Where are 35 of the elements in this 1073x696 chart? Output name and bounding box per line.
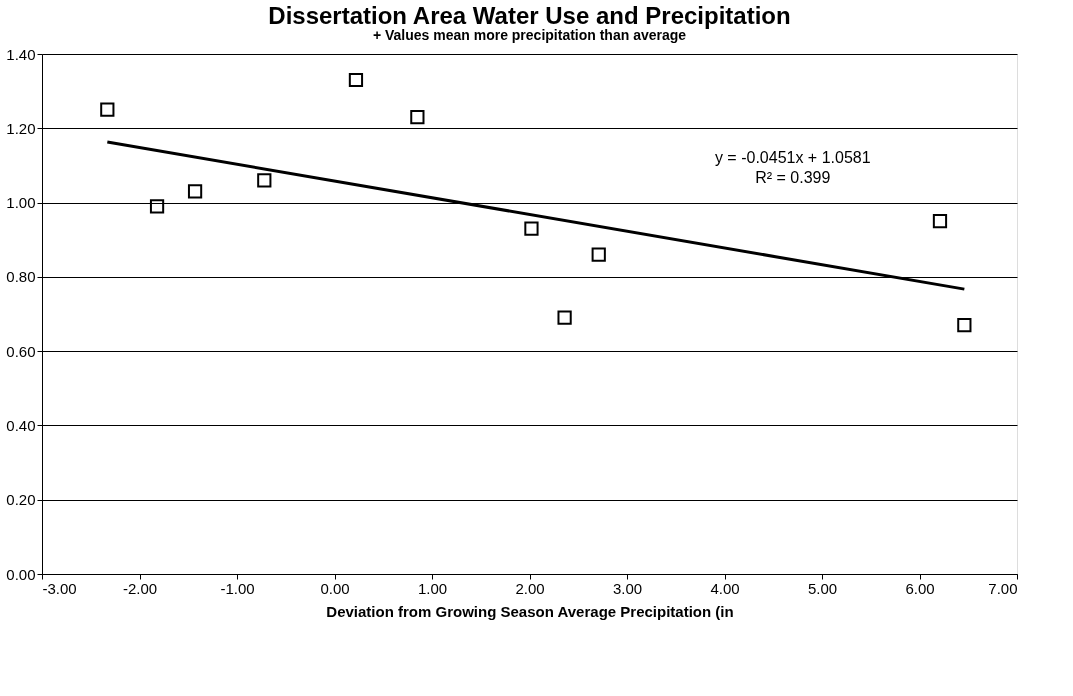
point: [932, 214, 948, 229]
x-tick-label: 6.00: [905, 579, 935, 597]
point: [187, 184, 203, 199]
point: [149, 199, 165, 214]
y-tick-label: 0.20: [6, 491, 36, 509]
y-tick-label: 0.80: [6, 268, 36, 286]
point: [524, 221, 539, 236]
point: [557, 310, 572, 325]
point: [348, 72, 364, 88]
point: [957, 318, 972, 333]
x-tick-label: 2.00: [515, 579, 545, 597]
y-tick-label: 1.20: [6, 119, 36, 137]
chart-subtitle: + Values mean more precipitation than average: [372, 27, 687, 43]
annotation: y = -0.0451x + 1.0581: [714, 149, 871, 166]
x-tick-label: 3.00: [612, 579, 643, 597]
point: [257, 173, 272, 188]
y-tick-label: 0.00: [6, 565, 36, 583]
x-tick-label: 0.00: [320, 579, 350, 597]
annotation: R² = 0.399: [755, 169, 831, 186]
chart-title: Dissertation Area Water Use and Precipitation: [268, 2, 791, 29]
x-tick-label: 7.00: [988, 579, 1018, 597]
y-tick-label: 1.00: [6, 194, 36, 212]
y-tick-label: 0.40: [6, 416, 36, 434]
x-tick-label: -1.00: [220, 579, 255, 597]
point: [410, 110, 425, 125]
x-tick-label: 5.00: [807, 579, 838, 597]
x-tick-label: 4.00: [710, 579, 740, 597]
x-tick-label: 1.00: [417, 579, 448, 597]
point: [591, 247, 606, 262]
x-tick-label: -2.00: [122, 579, 158, 597]
point: [100, 102, 115, 117]
y-tick-label: 0.60: [6, 342, 36, 360]
y-tick-label: 1.40: [6, 45, 36, 63]
x-tick-label: -3.00: [42, 579, 77, 597]
x-axis-title: Deviation from Growing Season Average Precipitation (in: [326, 602, 734, 620]
